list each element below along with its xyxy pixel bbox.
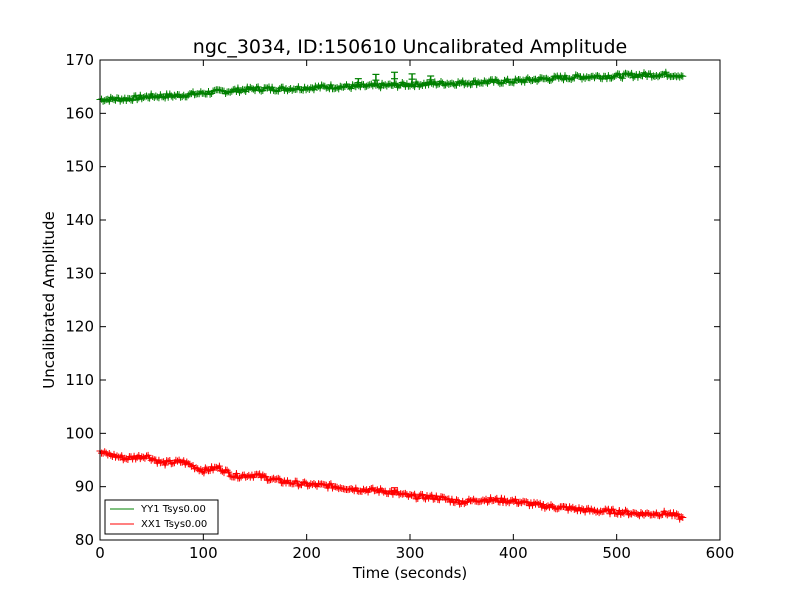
series-xx1	[96, 447, 687, 523]
x-axis-label: Time (seconds)	[352, 564, 468, 582]
y-tick-label: 80	[75, 531, 94, 549]
y-tick-label: 90	[75, 478, 94, 496]
legend-box	[104, 499, 219, 535]
x-tick-label: 500	[602, 544, 631, 562]
series-markers	[96, 68, 687, 105]
series-yy1	[96, 68, 687, 105]
legend: YY1 Tsys0.00 XX1 Tsys0.00	[104, 499, 219, 535]
y-tick-label: 100	[65, 424, 94, 442]
y-tick-label: 120	[65, 318, 94, 336]
x-tick-label: 0	[95, 544, 105, 562]
x-tick-label: 400	[499, 544, 528, 562]
x-tick-label: 100	[189, 544, 218, 562]
x-tick-label: 600	[706, 544, 735, 562]
series-layer	[96, 68, 687, 523]
y-tick-label: 140	[65, 211, 94, 229]
y-tick-label: 150	[65, 158, 94, 176]
chart-title: ngc_3034, ID:150610 Uncalibrated Amplitu…	[193, 36, 627, 58]
y-tick-label: 160	[65, 104, 94, 122]
x-tick-label: 300	[396, 544, 425, 562]
y-tick-label: 110	[65, 371, 94, 389]
y-axis: 80 90 100 110 120 130 140 150 160 170	[65, 51, 720, 549]
legend-label-yy1: YY1 Tsys0.00	[140, 504, 206, 515]
x-tick-label: 200	[292, 544, 321, 562]
y-axis-label: Uncalibrated Amplitude	[40, 211, 58, 388]
x-axis: 0 100 200 300 400 500 600	[95, 60, 734, 562]
y-tick-label: 170	[65, 51, 94, 69]
y-tick-label: 130	[65, 264, 94, 282]
legend-label-xx1: XX1 Tsys0.00	[141, 519, 207, 530]
